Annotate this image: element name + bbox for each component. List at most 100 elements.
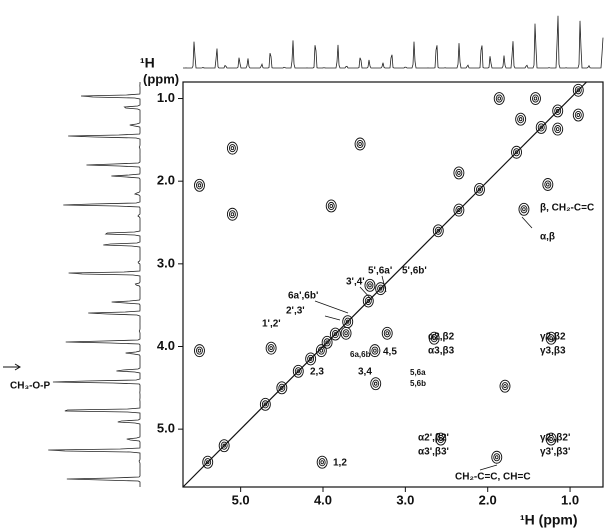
cross-peak [432, 224, 444, 238]
contour [307, 354, 315, 363]
contour [432, 336, 436, 341]
annotation: β, CH₂-C=C [540, 203, 594, 214]
contour [265, 341, 277, 355]
contour [430, 334, 438, 343]
cross-peak [428, 331, 440, 345]
contour [499, 379, 511, 393]
contour [428, 331, 440, 345]
cross-peak [329, 327, 341, 341]
contour [552, 122, 564, 136]
y-tick-label: 2.0 [157, 173, 175, 188]
annotation: γ2,β2 [540, 332, 566, 343]
contour [373, 348, 377, 353]
cross-peak [381, 326, 393, 340]
contour [261, 400, 269, 409]
x-tick-label: 2.0 [479, 492, 497, 507]
contour [204, 458, 212, 467]
projection-left [48, 82, 141, 487]
contour [385, 331, 389, 336]
cross-peak [226, 207, 238, 221]
annotation: 5',6b' [402, 266, 427, 277]
contour [364, 278, 376, 292]
contour [366, 299, 371, 304]
contour [358, 141, 362, 146]
cross-peak [552, 122, 564, 136]
contour [292, 364, 304, 378]
contour [545, 331, 557, 345]
contour [517, 115, 525, 124]
contour [356, 139, 364, 149]
contour [455, 168, 463, 177]
contour [434, 226, 442, 235]
contour [331, 330, 339, 339]
contour [497, 96, 501, 101]
cross-peak [194, 178, 205, 192]
cross-peak [375, 282, 387, 296]
cross-peak [518, 202, 530, 216]
cross-peak [362, 294, 374, 308]
contour [362, 294, 374, 308]
contour [439, 437, 443, 442]
cross-peak [202, 455, 214, 469]
cross-peak [530, 92, 541, 105]
arrow [324, 315, 341, 321]
cross-peak [542, 178, 554, 191]
contour [533, 96, 538, 101]
contour [364, 296, 372, 306]
contour [333, 332, 338, 337]
contour [323, 338, 331, 347]
annotation: 2,3 [310, 367, 324, 378]
contour [530, 92, 541, 105]
contour [503, 384, 507, 389]
contour [474, 182, 485, 196]
contour [371, 346, 379, 355]
contour [572, 83, 584, 97]
contour [197, 183, 202, 188]
contour [432, 224, 444, 238]
contour [574, 86, 582, 95]
y-axis-label: ¹H [140, 55, 155, 71]
arrow [381, 275, 387, 293]
contour [493, 92, 505, 105]
annotation: CH₂-C=C, CH=C [455, 472, 531, 483]
cross-peak [474, 182, 485, 196]
contour [366, 281, 374, 290]
contour [329, 203, 333, 208]
contour [370, 377, 382, 391]
contour [491, 450, 503, 464]
contour [542, 178, 554, 191]
cross-peak [435, 432, 447, 446]
contour [457, 208, 461, 213]
contour [547, 334, 555, 343]
contour [194, 178, 205, 192]
contour [511, 145, 522, 159]
contour [230, 146, 235, 151]
cross-peak [545, 331, 557, 345]
contour [518, 202, 530, 216]
contour [226, 141, 238, 155]
contour [576, 113, 581, 118]
annotation: 5',6a' [368, 266, 392, 277]
contour [329, 327, 341, 341]
contour [539, 125, 543, 130]
y-tick-label: 4.0 [157, 338, 175, 353]
contour [369, 344, 381, 358]
cross-peak [453, 166, 465, 180]
cross-peak [499, 379, 511, 393]
contour [377, 284, 385, 293]
contour [344, 317, 352, 326]
cross-peak [340, 326, 352, 340]
cross-peak [321, 335, 333, 349]
plot-frame [182, 81, 604, 488]
annotation: CH₃-O-P [10, 381, 51, 392]
contour [194, 344, 205, 358]
cross-peak [572, 108, 584, 122]
contour [269, 346, 273, 351]
contour [263, 402, 268, 407]
cross-peak [342, 315, 354, 329]
contour [318, 458, 326, 467]
contour [222, 443, 226, 448]
annotation: 2',3' [286, 306, 305, 317]
contour [522, 207, 526, 212]
